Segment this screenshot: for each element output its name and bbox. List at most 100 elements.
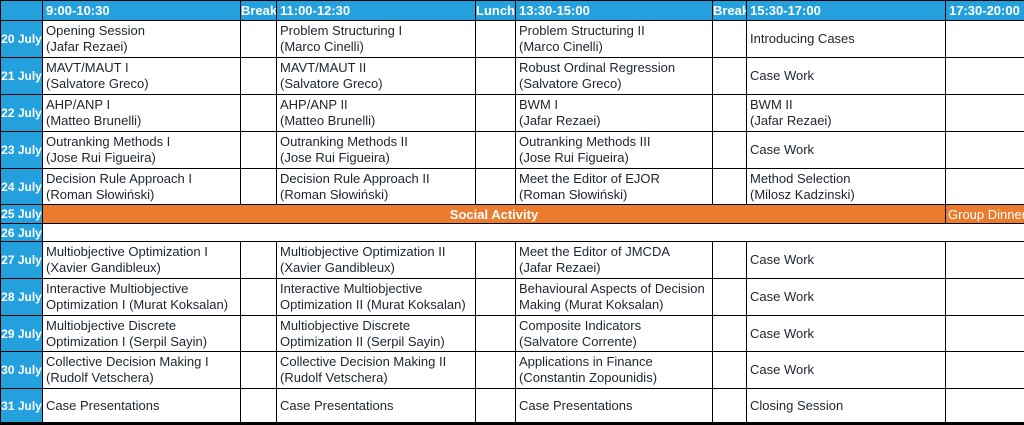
session-cell: Behavioural Aspects of Decision Making (… xyxy=(516,279,713,316)
session-cell: Multiobjective Discrete Optimization II … xyxy=(277,316,476,352)
lunch-cell xyxy=(476,95,516,132)
break-cell xyxy=(713,316,747,352)
social-activity-row: 25 July Social Activity Group Dinner xyxy=(1,205,1024,224)
lunch-cell xyxy=(476,242,516,279)
break-cell xyxy=(241,132,277,169)
session-cell: AHP/ANP II (Matteo Brunelli) xyxy=(277,95,476,132)
group-dinner-cell: Group Dinner xyxy=(946,205,1024,224)
table-row: 29 July Multiobjective Discrete Optimiza… xyxy=(1,316,1024,352)
session-cell: Decision Rule Approach II (Roman Słowińs… xyxy=(277,169,476,205)
session-cell: Case Work xyxy=(747,242,946,279)
break-cell xyxy=(713,279,747,316)
date-cell: 31 July xyxy=(1,389,43,424)
evening-cell xyxy=(946,316,1024,352)
date-cell: 30 July xyxy=(1,352,43,389)
lunch-cell xyxy=(476,21,516,58)
break-cell xyxy=(713,132,747,169)
lunch-cell xyxy=(476,316,516,352)
session-cell: Opening Session (Jafar Rezaei) xyxy=(43,21,241,58)
break-cell xyxy=(713,242,747,279)
date-cell: 26 July xyxy=(1,224,43,242)
session-cell: Meet the Editor of JMCDA (Jafar Rezaei) xyxy=(516,242,713,279)
session-cell: BWM I (Jafar Rezaei) xyxy=(516,95,713,132)
session-cell: Problem Structuring II (Marco Cinelli) xyxy=(516,21,713,58)
break-cell xyxy=(713,169,747,205)
session-cell: Case Presentations xyxy=(277,389,476,424)
break-cell xyxy=(241,242,277,279)
break-cell xyxy=(241,95,277,132)
session-cell: Outranking Methods II (Jose Rui Figueira… xyxy=(277,132,476,169)
session-cell: Interactive Multiobjective Optimization … xyxy=(277,279,476,316)
header-cell-afternoon: 13:30-15:00 xyxy=(516,1,713,21)
lunch-cell xyxy=(476,58,516,95)
evening-cell xyxy=(946,389,1024,424)
corner-cell xyxy=(1,1,43,21)
break-cell xyxy=(713,389,747,424)
break-cell xyxy=(241,169,277,205)
header-cell-lunch: Lunch xyxy=(476,1,516,21)
table-row: 23 July Outranking Methods I (Jose Rui F… xyxy=(1,132,1024,169)
header-cell-break1: Break xyxy=(241,1,277,21)
session-cell: MAVT/MAUT I (Salvatore Greco) xyxy=(43,58,241,95)
header-cell-break2: Break xyxy=(713,1,747,21)
break-cell xyxy=(713,21,747,58)
date-cell: 20 July xyxy=(1,21,43,58)
session-cell: Robust Ordinal Regression (Salvatore Gre… xyxy=(516,58,713,95)
date-cell: 28 July xyxy=(1,279,43,316)
evening-cell xyxy=(946,21,1024,58)
break-cell xyxy=(713,58,747,95)
session-cell: Introducing Cases xyxy=(747,21,946,58)
lunch-cell xyxy=(476,169,516,205)
evening-cell xyxy=(946,132,1024,169)
session-cell: Method Selection (Milosz Kadzinski) xyxy=(747,169,946,205)
session-cell: Multiobjective Discrete Optimization I (… xyxy=(43,316,241,352)
break-cell xyxy=(713,352,747,389)
break-cell xyxy=(241,279,277,316)
table-row: 24 July Decision Rule Approach I (Roman … xyxy=(1,169,1024,205)
session-cell: Outranking Methods III (Jose Rui Figueir… xyxy=(516,132,713,169)
table-row: 22 July AHP/ANP I (Matteo Brunelli) AHP/… xyxy=(1,95,1024,132)
session-cell: Collective Decision Making I (Rudolf Vet… xyxy=(43,352,241,389)
header-cell-late-morning: 11:00-12:30 xyxy=(277,1,476,21)
session-cell: Multiobjective Optimization II (Xavier G… xyxy=(277,242,476,279)
lunch-cell xyxy=(476,279,516,316)
session-cell: Decision Rule Approach I (Roman Słowińsk… xyxy=(43,169,241,205)
session-cell: Outranking Methods I (Jose Rui Figueira) xyxy=(43,132,241,169)
session-cell: Case Work xyxy=(747,316,946,352)
date-cell: 29 July xyxy=(1,316,43,352)
session-cell: BWM II (Jafar Rezaei) xyxy=(747,95,946,132)
session-cell: Problem Structuring I (Marco Cinelli) xyxy=(277,21,476,58)
header-row: 9:00-10:30 Break 11:00-12:30 Lunch 13:30… xyxy=(1,1,1024,21)
header-cell-morning: 9:00-10:30 xyxy=(43,1,241,21)
date-cell: 22 July xyxy=(1,95,43,132)
session-cell: Closing Session xyxy=(747,389,946,424)
empty-row-cell xyxy=(43,224,1024,242)
evening-cell xyxy=(946,58,1024,95)
evening-cell xyxy=(946,95,1024,132)
session-cell: AHP/ANP I (Matteo Brunelli) xyxy=(43,95,241,132)
table-row: 27 July Multiobjective Optimization I (X… xyxy=(1,242,1024,279)
date-cell: 23 July xyxy=(1,132,43,169)
date-cell: 27 July xyxy=(1,242,43,279)
empty-row: 26 July xyxy=(1,224,1024,242)
lunch-cell xyxy=(476,352,516,389)
session-cell: Interactive Multiobjective Optimization … xyxy=(43,279,241,316)
session-cell: Collective Decision Making II (Rudolf Ve… xyxy=(277,352,476,389)
break-cell xyxy=(241,21,277,58)
session-cell: Case Work xyxy=(747,58,946,95)
session-cell: Case Presentations xyxy=(43,389,241,424)
social-activity-cell: Social Activity xyxy=(43,205,946,224)
date-cell: 25 July xyxy=(1,205,43,224)
session-cell: MAVT/MAUT II (Salvatore Greco) xyxy=(277,58,476,95)
break-cell xyxy=(241,389,277,424)
break-cell xyxy=(713,95,747,132)
session-cell: Case Work xyxy=(747,352,946,389)
evening-cell xyxy=(946,352,1024,389)
break-cell xyxy=(241,58,277,95)
session-cell: Case Presentations xyxy=(516,389,713,424)
table-row: 20 July Opening Session (Jafar Rezaei) P… xyxy=(1,21,1024,58)
evening-cell xyxy=(946,242,1024,279)
session-cell: Case Work xyxy=(747,132,946,169)
session-cell: Meet the Editor of EJOR (Roman Słowiński… xyxy=(516,169,713,205)
